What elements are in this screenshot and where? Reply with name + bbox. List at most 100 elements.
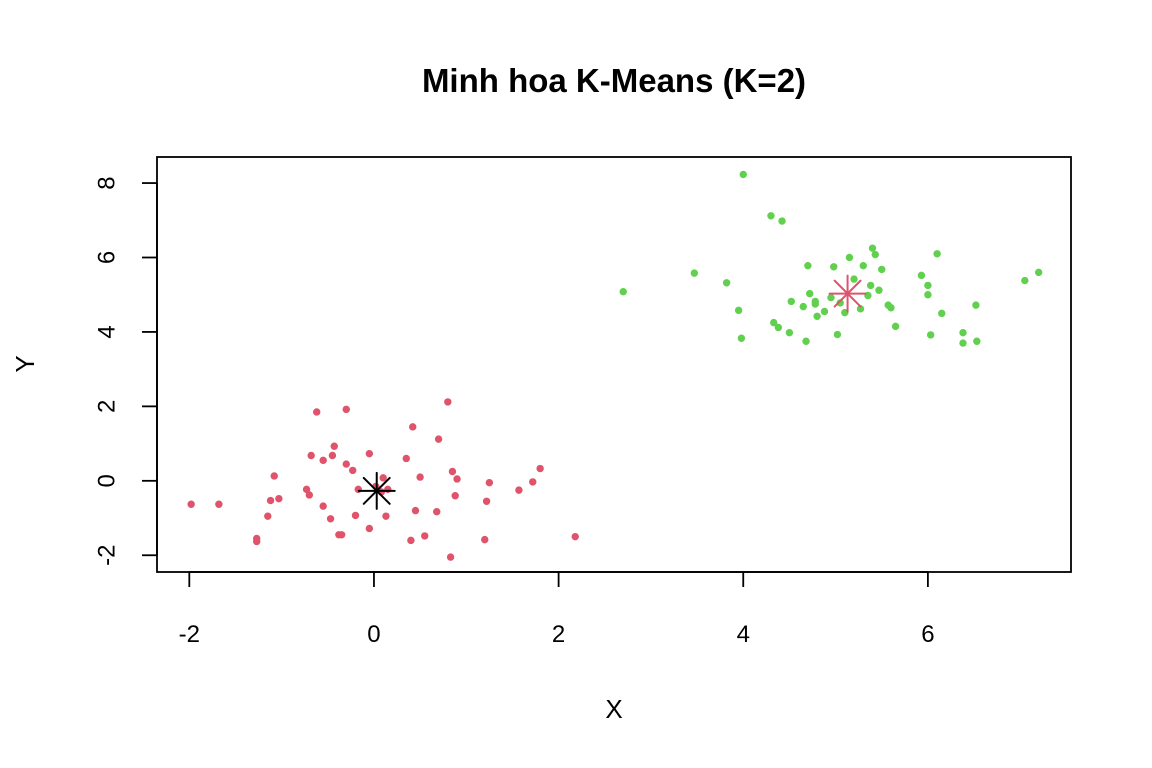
cluster-2-point <box>859 261 867 270</box>
cluster-2-point <box>802 337 810 345</box>
cluster-2-point <box>690 269 699 277</box>
cluster-2-point <box>845 253 854 262</box>
cluster-1-point <box>536 464 544 473</box>
cluster-2-point <box>804 261 812 270</box>
cluster-2-point <box>866 281 875 290</box>
cluster-1-point <box>307 451 315 460</box>
cluster-1-point <box>351 511 360 520</box>
cluster-2-point <box>878 265 886 274</box>
cluster-1-point <box>215 500 223 508</box>
cluster-1-point <box>485 478 494 487</box>
cluster-2-point <box>868 244 877 252</box>
cluster-1-point <box>365 449 374 458</box>
cluster-2-point <box>737 334 746 342</box>
cluster-2-point <box>972 301 980 309</box>
cluster-2-point <box>739 170 747 179</box>
cluster-1-point <box>319 456 327 465</box>
cluster-2-point <box>774 323 783 332</box>
cluster-2-point <box>924 291 932 299</box>
cluster-1-point <box>313 408 321 416</box>
cluster-2-point <box>827 293 835 302</box>
cluster-1-point <box>515 486 523 494</box>
y-axis: -2 0 2 4 6 8 <box>93 176 158 566</box>
cluster-1-point <box>529 478 537 486</box>
y-tick-label: 0 <box>93 474 120 487</box>
cluster-1-center-marker <box>357 471 396 510</box>
y-tick-label: 4 <box>93 325 120 338</box>
cluster-2-point <box>836 299 844 307</box>
cluster-2-point <box>811 297 819 306</box>
x-tick-label: 6 <box>921 621 934 648</box>
cluster-2-point <box>770 318 778 327</box>
cluster-2-point <box>722 279 731 287</box>
x-axis-label: X <box>605 694 622 724</box>
chart-title: Minh hoa K-Means (K=2) <box>422 62 806 99</box>
x-tick-label: 0 <box>367 621 380 648</box>
cluster-2-center-marker <box>828 274 867 313</box>
cluster-2-point <box>959 328 967 337</box>
cluster-2-point <box>924 281 932 290</box>
cluster-2-point <box>850 275 858 283</box>
cluster-1-point <box>253 537 261 546</box>
data-points <box>187 170 1043 561</box>
y-tick-label: 8 <box>93 176 120 189</box>
y-tick-label: -2 <box>93 545 120 566</box>
cluster-2-point <box>619 288 627 296</box>
cluster-1-point <box>342 405 350 414</box>
cluster-1-point <box>446 553 455 561</box>
cluster-2-point <box>917 271 926 280</box>
cluster-2-point <box>830 263 838 271</box>
cluster-2-point <box>787 297 795 306</box>
cluster-1-point <box>451 491 459 500</box>
x-tick-label: -2 <box>179 621 200 648</box>
cluster-1-point <box>266 496 275 505</box>
y-tick-label: 2 <box>93 400 120 413</box>
cluster-1-point <box>337 531 346 539</box>
cluster-1-point <box>402 454 410 463</box>
cluster-1-point <box>275 494 283 503</box>
plot-frame <box>156 156 1072 573</box>
cluster-1-point <box>411 506 420 515</box>
x-tick-label: 4 <box>737 621 750 648</box>
cluster-2-point <box>734 306 743 315</box>
cluster-1-point <box>326 515 335 523</box>
cluster-2-point <box>938 309 946 318</box>
cluster-1-point <box>433 508 441 516</box>
cluster-1-point <box>319 502 327 510</box>
cluster-2-point <box>871 250 879 259</box>
cluster-2-point <box>833 330 842 339</box>
x-tick-label: 2 <box>552 621 565 648</box>
cluster-1-point <box>453 475 461 483</box>
cluster-2-point <box>973 337 981 345</box>
cluster-1-point <box>270 472 278 480</box>
cluster-1-point <box>416 473 424 481</box>
cluster-2-point <box>820 307 829 316</box>
cluster-1-point <box>342 460 350 468</box>
cluster-2-point <box>887 304 895 312</box>
y-tick-label: 6 <box>93 251 120 264</box>
cluster-1-point <box>187 500 195 508</box>
cluster-1-point <box>328 451 337 460</box>
cluster-1-point <box>305 491 314 499</box>
cluster-1-point <box>407 536 415 545</box>
cluster-1-point <box>365 524 374 533</box>
cluster-2-point <box>799 302 807 311</box>
cluster-2-point <box>875 286 883 294</box>
cluster-1-point <box>330 442 338 450</box>
x-axis: -2 0 2 4 6 <box>179 571 935 648</box>
cluster-1-point <box>379 474 387 482</box>
cluster-1-point <box>434 435 443 443</box>
cluster-1-point <box>444 398 452 406</box>
cluster-2-point <box>806 289 814 298</box>
cluster-2-point <box>841 308 849 317</box>
cluster-2-point <box>933 250 941 258</box>
cluster-1-point <box>481 535 489 544</box>
cluster-2-point <box>813 312 821 321</box>
cluster-1-point <box>421 532 429 540</box>
cluster-2-point <box>767 212 775 220</box>
cluster-1-point <box>571 532 579 541</box>
cluster-1-point <box>349 466 357 475</box>
cluster-1-point <box>409 423 417 431</box>
cluster-1-point <box>382 512 390 520</box>
